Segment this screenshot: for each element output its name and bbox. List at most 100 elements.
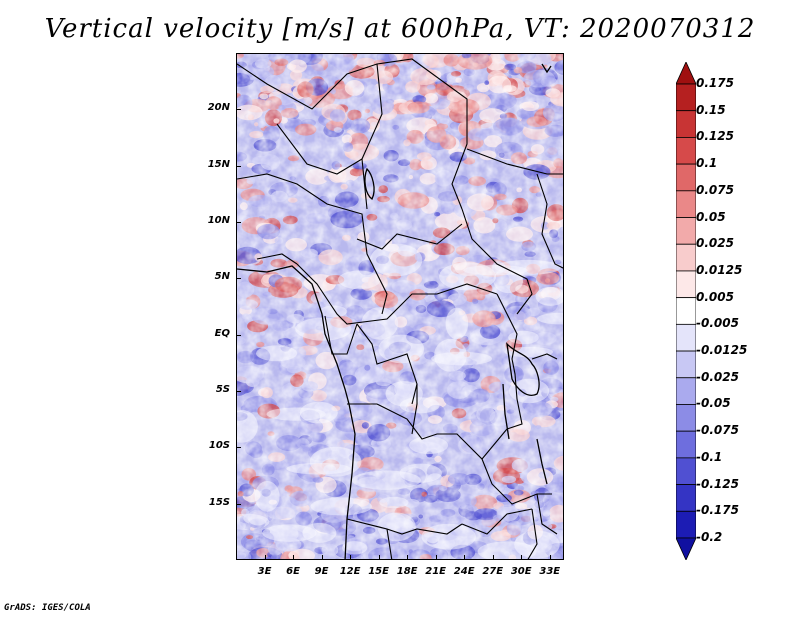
colorbar-segment — [676, 83, 696, 112]
colorbar-label: 0.15 — [696, 102, 726, 117]
chart-title: Vertical velocity [m/s] at 600hPa, VT: 2… — [44, 14, 756, 44]
lon-tick-mark — [293, 555, 295, 560]
border-zimbabwe — [461, 508, 533, 535]
colorbar-segment — [676, 243, 696, 272]
lon-tick-mark — [350, 555, 352, 560]
lat-tick-mark — [236, 222, 241, 223]
border-drc-east — [496, 293, 523, 430]
colorbar-label: -0.2 — [696, 530, 723, 544]
lat-tick-label: EQ — [214, 327, 230, 339]
border-congo — [356, 323, 418, 405]
colorbar-label: -0.175 — [696, 503, 739, 518]
colorbar-segment — [676, 484, 696, 512]
colorbar-segment — [676, 430, 696, 459]
nile-delta — [541, 63, 552, 74]
colorbar-label: 0.0125 — [696, 262, 743, 277]
map-canvas — [237, 54, 563, 559]
lon-tick-label: 12E — [339, 566, 361, 577]
lat-tick-label: 15S — [208, 496, 230, 508]
lon-tick-mark — [407, 555, 409, 560]
colorbar — [676, 62, 696, 560]
lon-tick-mark — [321, 555, 323, 560]
lon-tick-mark — [435, 555, 437, 560]
border-uganda — [531, 353, 558, 360]
colorbar-label: 0.1 — [696, 156, 718, 171]
lake-malawi — [536, 438, 548, 485]
colorbar-label: 0.125 — [696, 129, 734, 144]
colorbar-segment — [676, 404, 696, 432]
border-malawi — [536, 493, 558, 535]
border-sudan-south — [461, 208, 533, 315]
lon-tick-label: 9E — [314, 566, 329, 577]
lat-tick-mark — [236, 278, 241, 280]
country-borders — [237, 58, 563, 559]
lon-tick-mark — [521, 555, 523, 560]
colorbar-label: -0.005 — [696, 316, 739, 331]
colorbar-label: 0.075 — [696, 182, 734, 197]
border-benin — [256, 253, 298, 265]
border-mozambique — [527, 508, 538, 559]
lon-tick-mark — [464, 555, 466, 560]
border-chad-car — [356, 223, 463, 250]
colorbar-label: -0.125 — [696, 476, 739, 491]
colorbar-segment — [676, 137, 696, 165]
lat-tick-label: 5N — [214, 271, 230, 283]
colorbar-segment — [676, 377, 696, 405]
colorbar-label: 0.175 — [696, 76, 734, 90]
lat-tick-label: 5S — [215, 384, 230, 395]
border-car-drc — [296, 263, 498, 325]
border-sudan-north — [466, 148, 563, 175]
colorbar-segment — [676, 297, 696, 325]
colorbar-segment — [676, 323, 696, 352]
lat-tick-mark — [236, 391, 241, 392]
lat-tick-mark — [236, 447, 241, 449]
border-angola-north — [411, 384, 418, 435]
lon-tick-label: 21E — [425, 566, 447, 577]
colorbar-label: -0.1 — [696, 449, 723, 464]
colorbar-segment — [676, 110, 696, 138]
border-nigeria-north — [237, 173, 388, 315]
lake-chad — [364, 167, 375, 200]
colorbar-bottom-arrow — [676, 537, 696, 560]
colorbar-segment — [676, 457, 696, 485]
border-niger-south — [276, 123, 363, 175]
lat-tick-mark — [236, 334, 241, 336]
border-namibia — [386, 528, 393, 559]
footer-credit: GrADS: IGES/COLA — [4, 603, 91, 613]
lon-tick-label: 24E — [453, 566, 475, 577]
coastlines — [237, 63, 552, 559]
border-zambia — [481, 458, 552, 505]
lat-tick-mark — [236, 109, 241, 111]
lon-tick-label: 30E — [510, 566, 532, 577]
lon-tick-mark — [378, 555, 380, 560]
velocity-map — [236, 53, 564, 560]
lon-tick-label: 6E — [286, 566, 300, 577]
colorbar-label: -0.0125 — [696, 343, 748, 358]
lat-tick-mark — [236, 503, 241, 505]
colorbar-segment — [676, 163, 696, 192]
border-ethiopia — [536, 173, 563, 269]
lat-tick-label: 20N — [207, 102, 230, 114]
colorbar-segment — [676, 217, 696, 245]
west-coast — [237, 265, 356, 559]
lat-tick-label: 15N — [207, 158, 230, 170]
lat-tick-label: 10S — [208, 440, 230, 452]
lon-tick-label: 15E — [368, 566, 389, 577]
lake-tanganyika — [502, 383, 510, 440]
lon-tick-label: 18E — [396, 566, 418, 577]
colorbar-top-arrow — [676, 62, 696, 85]
field-texture — [237, 54, 563, 559]
colorbar-label: 0.025 — [696, 236, 734, 251]
lat-tick-mark — [236, 165, 241, 167]
colorbar-segment — [676, 190, 696, 218]
lon-tick-mark — [264, 555, 266, 560]
lon-tick-label: 27E — [482, 566, 504, 577]
lat-tick-label: 10N — [207, 215, 230, 226]
lon-tick-mark — [549, 555, 551, 560]
colorbar-label: -0.075 — [696, 423, 739, 438]
border-angola-south — [346, 518, 463, 535]
colorbar-segment — [676, 510, 696, 539]
lon-tick-mark — [492, 555, 494, 560]
border-sahara — [237, 58, 468, 210]
colorbar-label: -0.05 — [696, 396, 731, 411]
